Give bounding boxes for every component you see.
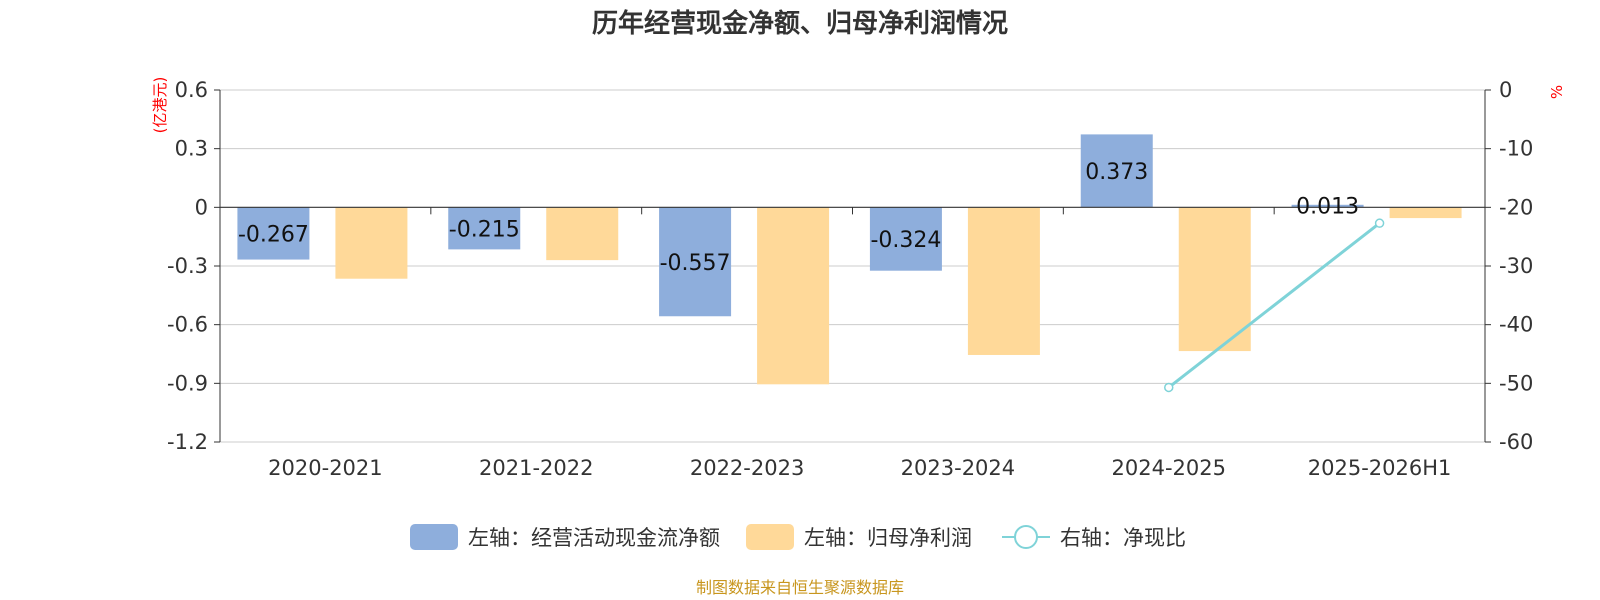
net-profit-bar [335, 207, 408, 279]
right-tick-label: -60 [1499, 430, 1533, 454]
chart-title: 历年经营现金净额、归母净利润情况 [592, 8, 1008, 39]
category-label: 2022-2023 [690, 456, 804, 480]
cash-flow-value-label: -0.557 [660, 251, 731, 276]
left-axis-ticks: 0.6 0.3 0 -0.3 -0.6 -0.9 -1.2 [167, 78, 208, 454]
legend-swatch [746, 524, 794, 550]
category-label: 2025-2026H1 [1308, 456, 1452, 480]
cash-flow-bar [237, 207, 310, 260]
net-profit-bar [757, 207, 830, 385]
net-profit-bar [1389, 207, 1462, 219]
right-tick-label: -20 [1499, 195, 1533, 219]
data-labels: -0.267 -0.215 -0.557 -0.324 0.373 0.013 [238, 160, 1359, 276]
cash-flow-value-label: 0.013 [1296, 194, 1359, 219]
legend-swatch-marker [1014, 525, 1038, 549]
left-tick-label: -1.2 [167, 430, 208, 454]
right-tick-label: 0 [1499, 78, 1512, 102]
legend-label: 左轴：经营活动现金流净额 [468, 526, 720, 550]
left-tick-label: -0.9 [167, 371, 208, 395]
source-note: 制图数据来自恒生聚源数据库 [696, 578, 904, 597]
left-tick-label: 0.6 [175, 78, 208, 102]
category-label: 2020-2021 [268, 456, 382, 480]
left-tick-label: -0.6 [167, 313, 208, 337]
left-tick-label: 0.3 [175, 137, 208, 161]
right-tick-label: -30 [1499, 254, 1533, 278]
cash-flow-bar [1291, 204, 1364, 208]
left-axis-unit: (亿港元) [151, 77, 169, 134]
net-cash-ratio-line [1167, 221, 1381, 389]
right-axis-ticks: 0 -10 -20 -30 -40 -50 -60 [1499, 78, 1533, 454]
right-tick-label: -50 [1499, 371, 1533, 395]
cash-flow-value-label: -0.215 [449, 217, 520, 242]
net-profit-bar [546, 207, 619, 261]
category-label: 2023-2024 [901, 456, 1015, 480]
cash-flow-bar [869, 207, 942, 271]
cash-flow-bar [1080, 134, 1153, 208]
category-label: 2024-2025 [1112, 456, 1226, 480]
bars [237, 134, 1462, 385]
left-tick-label: -0.3 [167, 254, 208, 278]
cash-flow-value-label: 0.373 [1085, 160, 1148, 185]
left-tick-label: 0 [195, 195, 208, 219]
right-tick-label: -10 [1499, 137, 1533, 161]
legend-label: 左轴：归母净利润 [804, 526, 972, 550]
legend-swatch [410, 524, 458, 550]
cash-flow-bar [659, 207, 732, 317]
legend: 左轴：经营活动现金流净额 左轴：归母净利润 右轴：净现比 [410, 524, 1186, 550]
line-series [1164, 218, 1385, 393]
net-cash-ratio-point [1374, 218, 1385, 228]
legend-label: 右轴：净现比 [1060, 526, 1186, 550]
cash-flow-bar [448, 207, 521, 250]
cash-flow-value-label: -0.324 [870, 228, 941, 253]
right-tick-label: -40 [1499, 313, 1533, 337]
cash-flow-value-label: -0.267 [238, 222, 309, 247]
right-axis-unit: % [1548, 85, 1566, 99]
net-profit-bar [967, 207, 1040, 355]
category-label: 2021-2022 [479, 456, 593, 480]
net-cash-ratio-point [1164, 382, 1174, 393]
axes [214, 89, 1491, 443]
net-profit-bar [1178, 207, 1251, 352]
grid [220, 89, 1485, 443]
category-labels: 2020-2021 2021-2022 2022-2023 2023-2024 2024… [268, 456, 1451, 480]
